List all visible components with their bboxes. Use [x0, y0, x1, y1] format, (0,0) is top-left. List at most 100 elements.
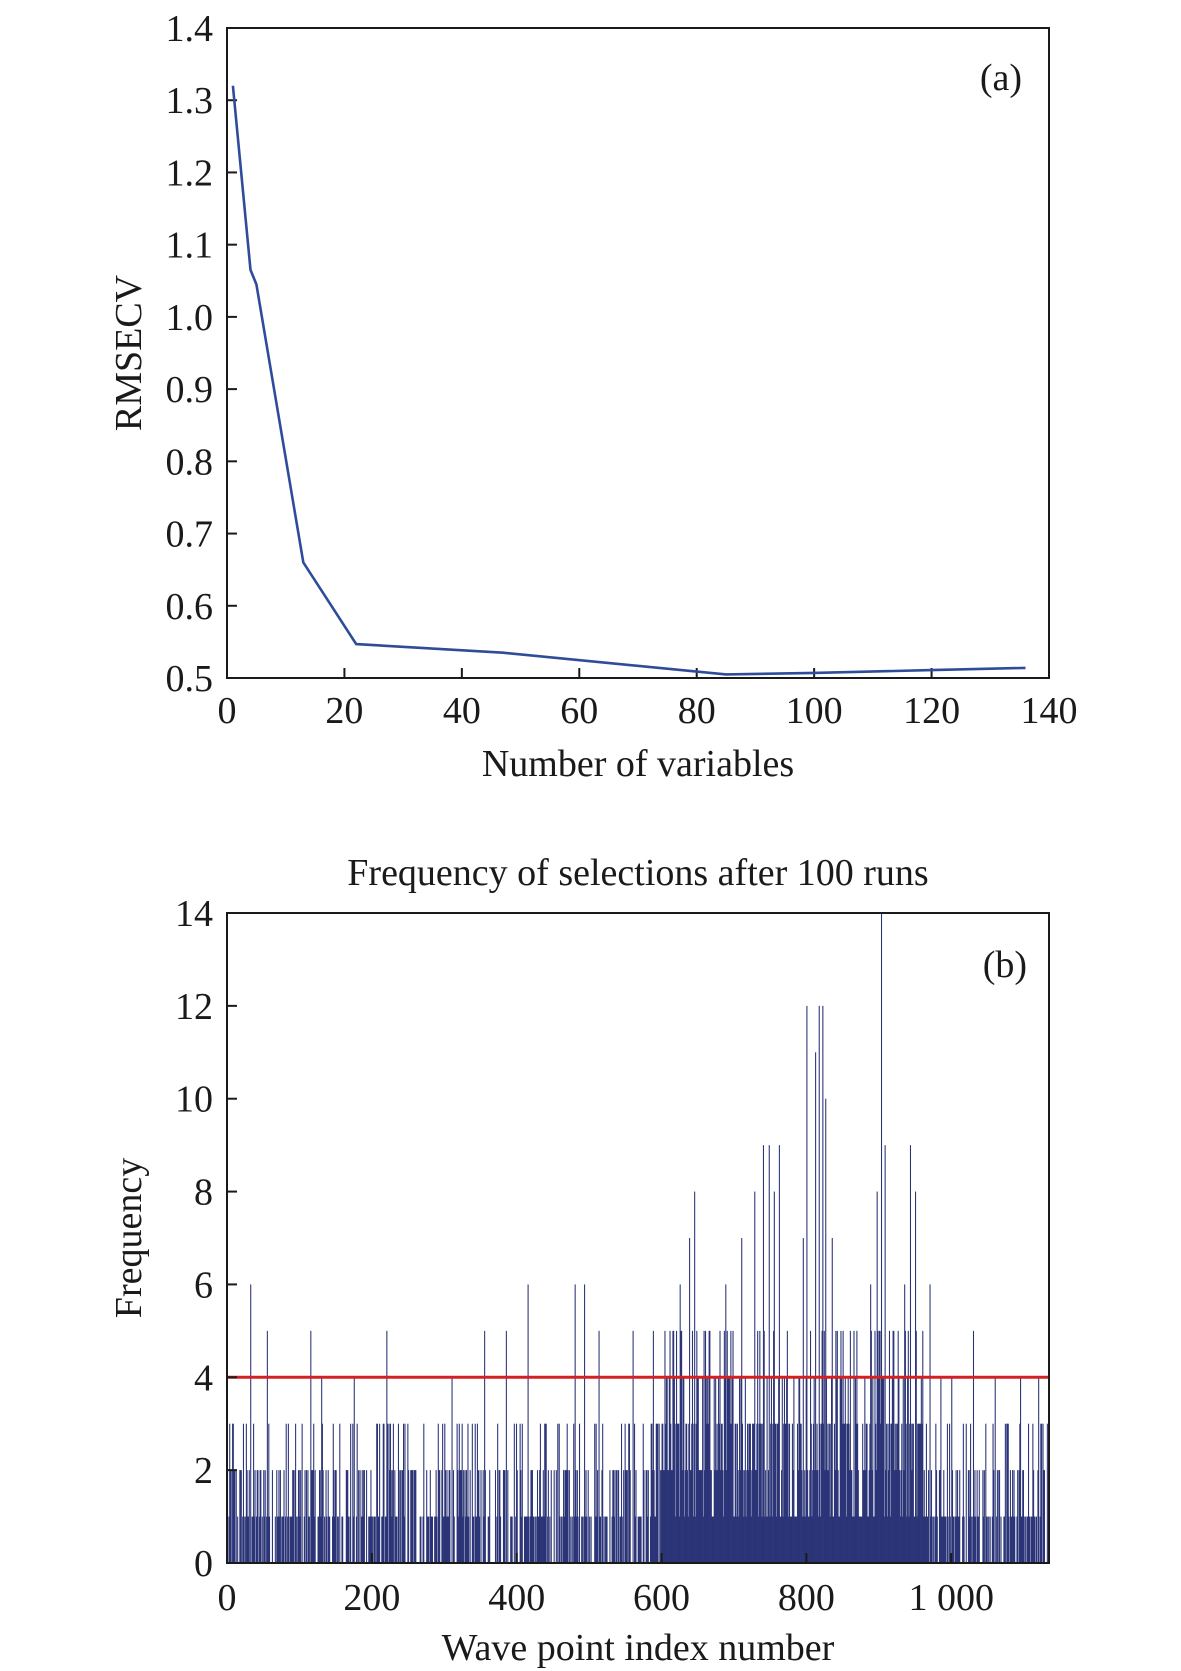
panel-b-bar — [303, 1516, 305, 1563]
panel-b-bar — [842, 1330, 844, 1563]
panel-b-bar — [904, 1284, 906, 1563]
panel-b-bar — [752, 1423, 754, 1563]
panel-b-bar — [466, 1516, 468, 1563]
panel-b-bar — [626, 1470, 628, 1563]
panel-b-bar — [757, 1516, 759, 1563]
panel-b-bar — [824, 1470, 826, 1563]
panel-a-y-tick-label: 0.5 — [166, 658, 214, 700]
panel-b-bar — [529, 1516, 531, 1563]
panel-b-bar — [624, 1423, 626, 1563]
panel-b-bar — [828, 1423, 830, 1563]
panel-b-bar — [1028, 1423, 1030, 1563]
panel-b-bar — [875, 1423, 877, 1563]
panel-a-y-tick-label: 1.0 — [166, 297, 214, 339]
panel-b-bar — [279, 1470, 281, 1563]
panel-b-bar — [250, 1284, 252, 1563]
panel-b-bar — [941, 1516, 943, 1563]
panel-b-bar — [1038, 1377, 1040, 1563]
panel-b-bar — [595, 1423, 597, 1563]
panel-b-bar — [954, 1516, 956, 1563]
panel-b-bar — [426, 1470, 428, 1563]
panel-b-bar — [427, 1516, 429, 1563]
panel-b-bar — [462, 1516, 464, 1563]
panel-b-bar — [347, 1516, 350, 1563]
panel-b-bar — [458, 1516, 460, 1563]
panel-b-bar — [466, 1470, 468, 1563]
panel-b-bar — [612, 1470, 614, 1563]
panel-b-bar — [269, 1516, 271, 1563]
panel-b-bar — [655, 1423, 657, 1563]
panel-b-bar — [845, 1423, 847, 1563]
panel-b-bar — [643, 1470, 645, 1563]
panel-b-bar — [751, 1470, 753, 1563]
panel-b-bar — [833, 1423, 835, 1563]
panel-b-bar — [389, 1423, 392, 1563]
panel-b-bar — [836, 1330, 838, 1563]
panel-b-bar — [513, 1423, 515, 1563]
panel-b-bar — [719, 1330, 721, 1563]
panel-b-bar — [620, 1423, 623, 1563]
panel-b-bar — [1003, 1516, 1005, 1563]
panel-b-bar — [735, 1423, 737, 1563]
panel-b-bar — [536, 1516, 538, 1563]
panel-b-bar — [676, 1423, 678, 1563]
panel-b-bar — [808, 1516, 810, 1563]
panel-b-bar — [352, 1423, 354, 1563]
panel-b-bar — [437, 1423, 439, 1563]
panel-b-bar — [320, 1516, 322, 1563]
panel-b-bar — [722, 1470, 724, 1563]
panel-b-bar — [291, 1516, 293, 1563]
panel-b-bar — [921, 1423, 923, 1563]
panel-b-bar — [851, 1470, 853, 1563]
panel-b-bar — [850, 1470, 852, 1563]
panel-b-bar — [322, 1470, 324, 1563]
panel-b-bar — [356, 1423, 358, 1563]
panel-b-bar — [951, 1470, 954, 1563]
panel-b-bar — [476, 1423, 478, 1563]
panel-b-bar — [290, 1516, 292, 1563]
panel-b-bar — [712, 1516, 715, 1563]
panel-b-bar — [955, 1470, 957, 1563]
panel-b-bar — [602, 1423, 604, 1563]
panel-b-bar — [718, 1423, 720, 1563]
panel-b-bar — [476, 1516, 478, 1563]
panel-b-bar — [672, 1330, 674, 1563]
panel-b-bar — [747, 1423, 749, 1563]
panel-b-bar — [573, 1516, 575, 1563]
panel-b-bar — [734, 1423, 736, 1563]
panel-b-bar — [880, 1423, 882, 1563]
panel-b-bar — [670, 1470, 673, 1563]
panel-b-bar — [831, 1238, 833, 1563]
panel-b-bar — [1037, 1470, 1039, 1563]
panel-b-bar — [325, 1470, 327, 1563]
panel-b-bar — [653, 1470, 655, 1563]
panel-b-bar — [877, 1330, 879, 1563]
panel-b-bar — [778, 1145, 780, 1563]
panel-b-bar — [748, 1423, 750, 1563]
panel-b-bar — [660, 1470, 662, 1563]
panel-b-bar — [806, 1005, 808, 1563]
panel-b-bar — [920, 1377, 922, 1563]
panel-b-bar — [337, 1516, 339, 1563]
panel-b-bar — [521, 1516, 523, 1563]
panel-b-bar — [620, 1516, 622, 1563]
panel-b-bar — [1012, 1516, 1014, 1563]
panel-b-bar — [946, 1423, 948, 1563]
panel-b-bar — [992, 1423, 994, 1563]
panel-a-x-tick-label: 60 — [560, 690, 598, 732]
panel-b-bar — [458, 1423, 460, 1563]
panel-b-bar — [511, 1516, 513, 1563]
panel-b-bar — [895, 1470, 897, 1563]
panel-b-bar — [239, 1470, 241, 1563]
panel-b-bar — [625, 1470, 627, 1563]
panel-b-bar — [804, 1516, 806, 1563]
panel-b-bar — [639, 1516, 641, 1563]
panel-b-bar — [883, 1516, 885, 1563]
panel-b-bar — [228, 1516, 230, 1563]
panel-b-bar — [846, 1423, 849, 1563]
panel-b-bar — [738, 1516, 740, 1563]
panel-b-bar — [947, 1516, 949, 1563]
panel-a-y-tick-label: 1.1 — [166, 225, 214, 267]
panel-b-bar — [587, 1470, 589, 1563]
panel-b-bar — [534, 1516, 536, 1563]
